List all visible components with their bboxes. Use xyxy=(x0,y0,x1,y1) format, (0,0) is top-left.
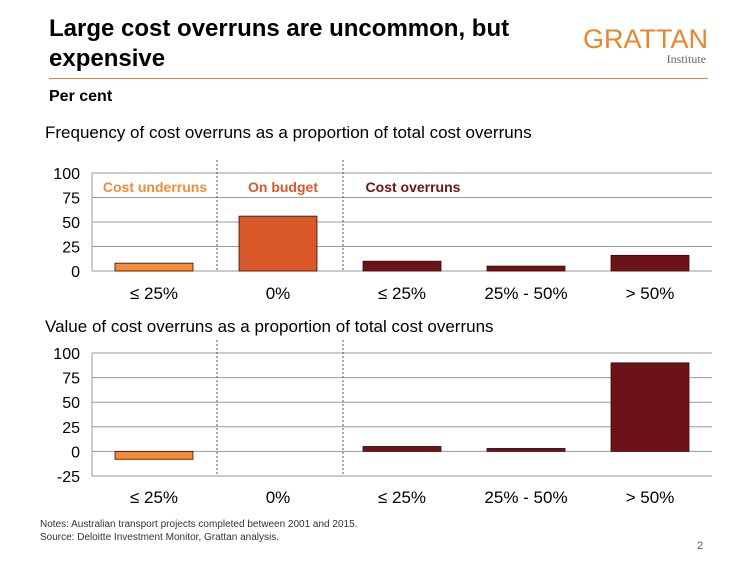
chart2-bar xyxy=(487,448,565,451)
chart1-y-tick-label: 100 xyxy=(53,166,80,183)
chart1-category-label: 25% - 50% xyxy=(484,284,567,303)
page-number: 2 xyxy=(697,540,703,552)
chart2-y-tick-label: 50 xyxy=(62,395,80,412)
chart2-y-tick-label: 25 xyxy=(62,420,80,437)
chart2-bar xyxy=(611,363,689,452)
chart1-category-label: ≤ 25% xyxy=(378,284,426,303)
chart1-bar xyxy=(487,266,565,271)
chart2-y-tick-label: 75 xyxy=(62,371,80,388)
chart1-bar xyxy=(611,255,689,271)
chart1-y-tick-label: 0 xyxy=(71,264,80,281)
chart1-bar xyxy=(363,261,441,271)
section-label: On budget xyxy=(248,179,318,195)
chart1-y-tick-label: 25 xyxy=(62,240,80,257)
source-text: Source: Deloitte Investment Monitor, Gra… xyxy=(40,531,357,544)
chart1-category-label: 0% xyxy=(266,284,291,303)
chart2-y-tick-label: 0 xyxy=(71,444,80,461)
chart1-y-tick-label: 50 xyxy=(62,215,80,232)
charts-canvas: 0 25 50 75 100 ≤ 25% 0% ≤ 25% 25% - 50% > 50% -25 0… xyxy=(0,0,754,566)
chart2-category-label: 0% xyxy=(266,488,291,507)
chart1-category-label: > 50% xyxy=(626,284,675,303)
section-label: Cost overruns xyxy=(366,179,461,195)
chart2-bar xyxy=(363,446,441,451)
chart1-category-label: ≤ 25% xyxy=(130,284,178,303)
chart2-category-label: ≤ 25% xyxy=(130,488,178,507)
footnotes: Notes: Australian transport projects com… xyxy=(40,518,357,544)
chart2-y-tick-label: -25 xyxy=(57,469,80,486)
chart1-bar xyxy=(239,216,317,271)
chart2-category-label: 25% - 50% xyxy=(484,488,567,507)
chart2-category-label: > 50% xyxy=(626,488,675,507)
chart1-bar xyxy=(115,263,193,271)
chart2-bar xyxy=(115,451,193,459)
chart2-category-label: ≤ 25% xyxy=(378,488,426,507)
chart1-y-tick-label: 75 xyxy=(62,191,80,208)
section-label: Cost underruns xyxy=(103,179,207,195)
notes-text: Notes: Australian transport projects com… xyxy=(40,518,357,531)
chart2-y-tick-label: 100 xyxy=(53,346,80,363)
